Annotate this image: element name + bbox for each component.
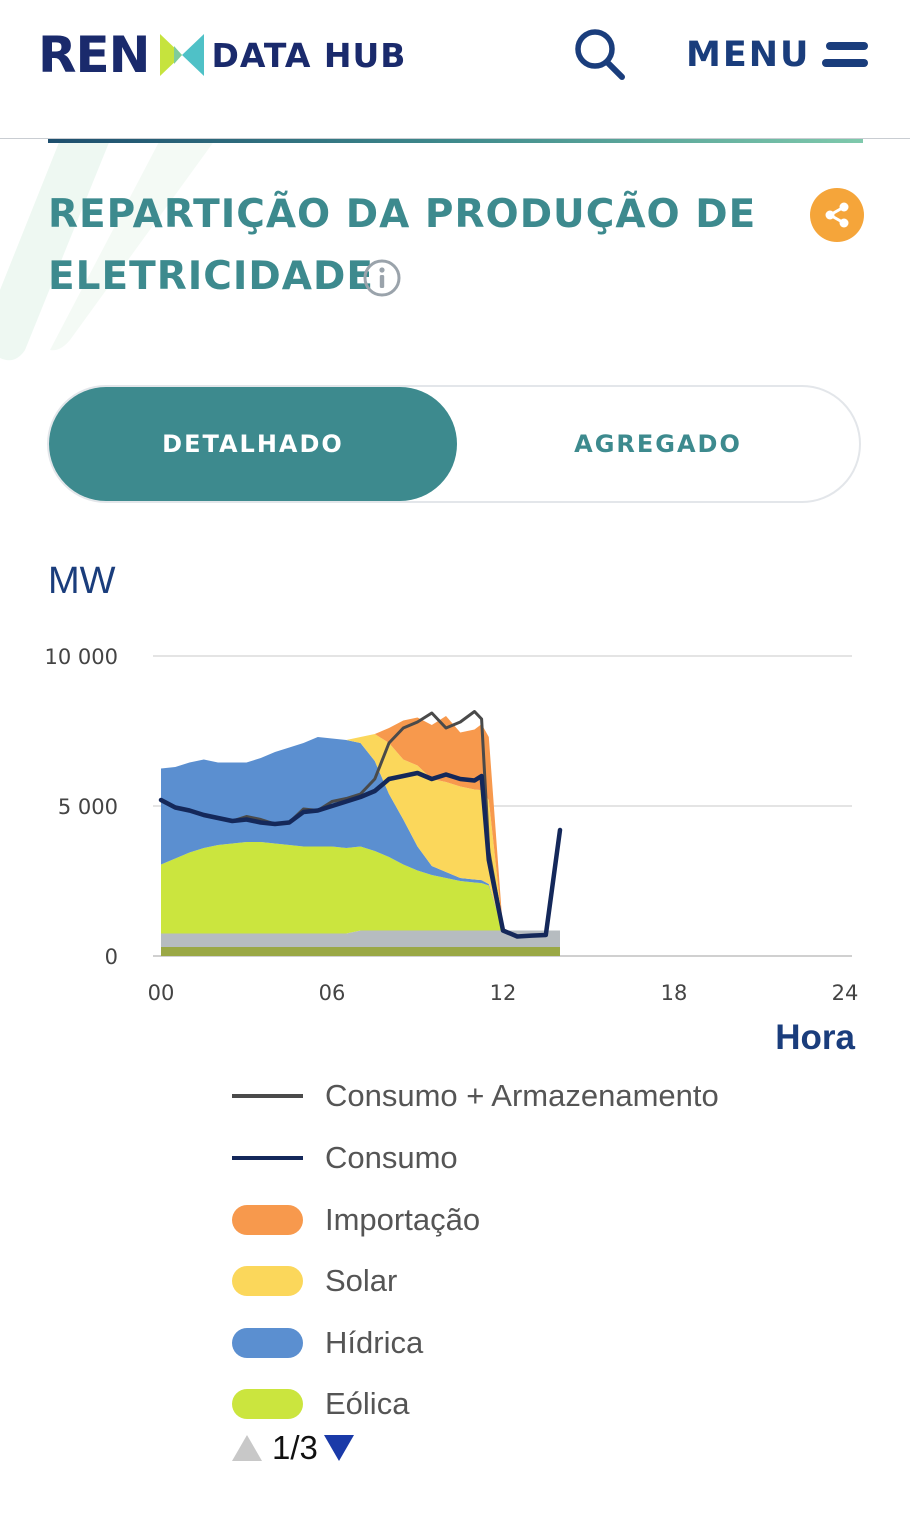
production-chart: 0 5 000 10 000 00 06 12 18 24 — [45, 645, 859, 1005]
legend-item[interactable]: Hídrica — [232, 1322, 752, 1364]
x-tick-label: 24 — [832, 981, 859, 1005]
search-icon — [575, 29, 625, 80]
view-toggle: DETALHADO AGREGADO — [47, 385, 861, 503]
pager-up-arrow-icon[interactable] — [232, 1435, 262, 1461]
area-base — [161, 947, 560, 956]
legend-label: Hídrica — [325, 1325, 424, 1360]
y-tick-label: 5 000 — [58, 795, 118, 819]
x-axis-label: Hora — [775, 1018, 855, 1057]
legend-item[interactable]: Consumo + Armazenamento — [232, 1075, 752, 1117]
pager-down-arrow-icon[interactable] — [323, 1435, 354, 1461]
search-button[interactable] — [570, 25, 628, 83]
menu-label: MENU — [686, 35, 811, 75]
tab-detalhado[interactable]: DETALHADO — [49, 387, 457, 501]
legend-label: Importação — [325, 1202, 481, 1237]
legend-color-swatch — [232, 1389, 303, 1419]
legend-line-marker — [232, 1094, 303, 1098]
x-tick-label: 00 — [148, 981, 175, 1005]
background-swoosh-decoration — [0, 140, 215, 361]
legend-item[interactable]: Importação — [232, 1199, 752, 1241]
area-other — [161, 930, 560, 947]
legend-line-marker — [232, 1156, 303, 1160]
x-tick-label: 18 — [661, 981, 688, 1005]
legend-label: Solar — [325, 1263, 398, 1298]
legend-label: Eólica — [325, 1386, 410, 1421]
legend-label: Consumo + Armazenamento — [325, 1078, 719, 1113]
logo-text: REN — [38, 26, 151, 84]
ren-data-hub-logo[interactable]: REN DATA HUB — [38, 28, 406, 82]
info-icon[interactable] — [362, 258, 402, 298]
legend-item[interactable]: Consumo — [232, 1137, 752, 1179]
legend-pager: 1/3 — [232, 1428, 354, 1468]
legend-item[interactable]: Eólica — [232, 1383, 752, 1425]
area-solar — [161, 734, 503, 931]
area-eolica — [161, 842, 503, 934]
share-button[interactable] — [810, 188, 864, 242]
line-consumo — [158, 770, 563, 939]
tab-agregado[interactable]: AGREGADO — [574, 430, 742, 458]
share-icon — [825, 202, 849, 228]
legend-item[interactable]: Solar — [232, 1260, 752, 1302]
site-header: REN DATA HUB MENU — [0, 0, 910, 139]
hamburger-icon — [822, 42, 869, 67]
y-tick-label: 0 — [105, 945, 118, 969]
logo-subtitle: DATA HUB — [211, 35, 407, 75]
legend-page-indicator: 1/3 — [272, 1429, 318, 1466]
legend-color-swatch — [232, 1266, 303, 1296]
x-tick-label: 06 — [319, 981, 346, 1005]
legend-color-swatch — [232, 1328, 303, 1358]
x-tick-label: 12 — [490, 981, 517, 1005]
legend-color-swatch — [232, 1205, 303, 1235]
logo-mark-icon — [159, 34, 204, 76]
menu-button[interactable]: MENU — [686, 33, 869, 77]
page-title: REPARTIÇÃO DA PRODUÇÃO DE ELETRICIDADE — [48, 192, 757, 299]
area-hidrica — [161, 737, 503, 931]
legend-label: Consumo — [325, 1140, 458, 1175]
section-divider — [48, 139, 863, 143]
y-tick-label: 10 000 — [45, 645, 118, 669]
area-importacao — [161, 716, 503, 931]
y-axis-unit: MW — [48, 560, 116, 602]
